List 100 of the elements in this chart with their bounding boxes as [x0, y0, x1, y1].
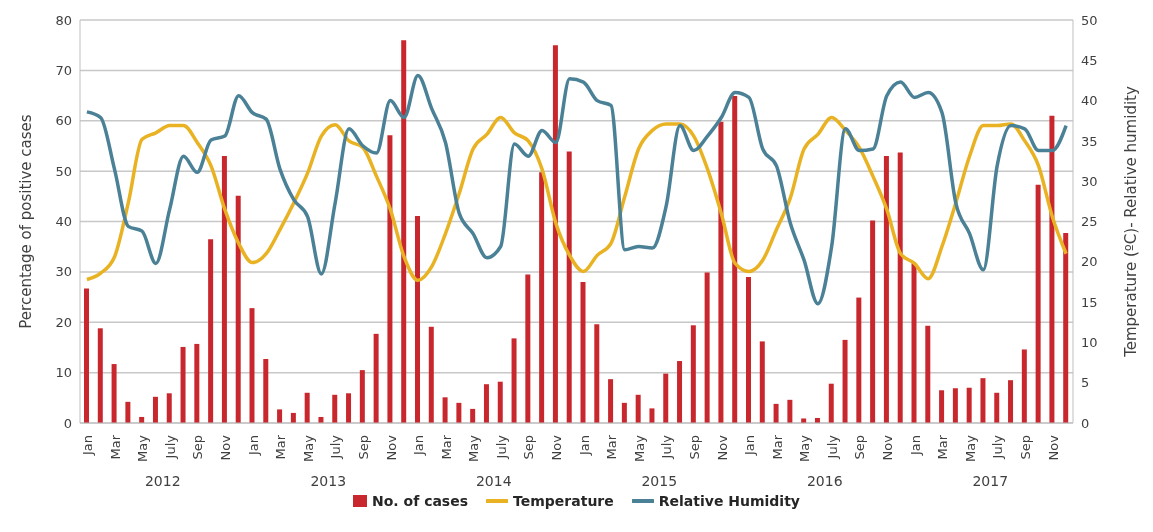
y-tick-label: 40: [55, 214, 72, 230]
x-tick-label: Jan: [411, 435, 427, 457]
bar: [180, 346, 186, 423]
bar: [856, 297, 862, 423]
bar: [525, 274, 531, 423]
bar: [470, 408, 476, 423]
bar: [166, 393, 172, 423]
y2-tick-label: 35: [1081, 133, 1098, 149]
bar: [635, 394, 641, 423]
bar: [608, 379, 614, 423]
y2-tick-label: 20: [1081, 254, 1098, 270]
bar: [387, 135, 393, 423]
bar: [1035, 184, 1041, 423]
bar: [897, 152, 903, 423]
bar: [828, 383, 834, 423]
bar: [497, 381, 503, 423]
bar: [415, 215, 420, 423]
x-tick-label: Jan: [576, 435, 592, 457]
x-tick-label: Mar: [935, 434, 951, 460]
bar: [952, 388, 958, 423]
x-tick-label: Mar: [769, 434, 785, 460]
x-tick-label: May: [466, 434, 482, 462]
bar: [346, 393, 352, 423]
x-tick-label: May: [797, 434, 813, 462]
bar: [649, 408, 655, 423]
x-tick-label: Jan: [742, 435, 758, 457]
y-tick-label: 60: [55, 113, 72, 129]
x-tick-label: Sep: [686, 435, 702, 460]
bar: [97, 328, 103, 423]
y-tick-label: 10: [55, 365, 72, 381]
y2-tick-label: 40: [1081, 93, 1098, 109]
x-tick-label: July: [493, 434, 509, 460]
bar: [263, 359, 269, 423]
bar: [759, 341, 765, 423]
bar: [290, 412, 296, 423]
bar: [677, 361, 683, 423]
x-tick-label: Jan: [80, 435, 96, 457]
bar: [235, 195, 241, 423]
bar: [773, 403, 779, 423]
bar: [718, 121, 724, 423]
y-tick-label: 80: [55, 12, 72, 28]
text: 2017: [971, 473, 1010, 489]
bar: [152, 396, 158, 423]
x-tick-label: July: [328, 434, 344, 460]
text: 2013: [309, 473, 348, 489]
text: 2012: [143, 473, 182, 489]
x-tick-label: July: [990, 434, 1006, 460]
bar: [1063, 233, 1069, 423]
bar: [939, 390, 945, 423]
x-tick-label: May: [631, 434, 647, 462]
y2-tick-label: 45: [1081, 52, 1098, 68]
y2-tick-label: 5: [1081, 375, 1090, 391]
bar: [566, 151, 572, 423]
bar: [787, 399, 793, 423]
bar: [277, 409, 283, 423]
x-tick-label: Sep: [190, 435, 206, 460]
bar: [539, 172, 545, 423]
bar: [208, 239, 214, 423]
bar: [511, 338, 517, 423]
bar: [594, 324, 600, 423]
x-tick-label: Mar: [604, 434, 620, 460]
x-tick-label: Mar: [438, 434, 454, 460]
x-tick-label: Nov: [383, 434, 399, 461]
x-tick-label: Sep: [355, 435, 371, 460]
bar: [428, 326, 434, 423]
bar: [401, 40, 407, 423]
y-tick-label: 20: [55, 314, 72, 330]
x-tick-label: Nov: [1045, 434, 1061, 461]
bar: [870, 220, 876, 423]
bar: [925, 325, 931, 423]
x-tick-label: Sep: [852, 435, 868, 460]
line-series: [85, 73, 1068, 306]
x-tick-label: Nov: [880, 434, 896, 461]
bar: [456, 402, 462, 423]
bar: [483, 384, 489, 423]
x-tick-label: Nov: [549, 434, 565, 461]
legend-label: No. of cases: [371, 493, 469, 509]
bar: [746, 276, 751, 423]
text: 2014: [474, 473, 513, 489]
x-tick-label: May: [135, 434, 151, 462]
bar: [621, 402, 627, 423]
bar: [442, 397, 448, 423]
x-tick-label: Nov: [218, 434, 234, 461]
y2-tick-label: 0: [1081, 415, 1090, 431]
y2-tick-label: 50: [1081, 12, 1098, 28]
x-tick-label: Jan: [245, 435, 261, 457]
bar: [966, 387, 972, 423]
y-tick-label: 70: [55, 62, 72, 78]
y-tick-label: 0: [63, 415, 72, 431]
bar: [1021, 349, 1027, 423]
x-tick-label: Sep: [1017, 435, 1033, 460]
y2-tick-label: 25: [1081, 214, 1098, 230]
x-tick-label: July: [824, 434, 840, 460]
legend-label: Temperature: [512, 493, 614, 509]
bar: [194, 343, 200, 423]
bar: [359, 370, 365, 423]
bar: [84, 288, 89, 423]
bar: [842, 339, 848, 423]
x-tick-label: Jan: [907, 435, 923, 457]
line-series: [85, 115, 1068, 283]
